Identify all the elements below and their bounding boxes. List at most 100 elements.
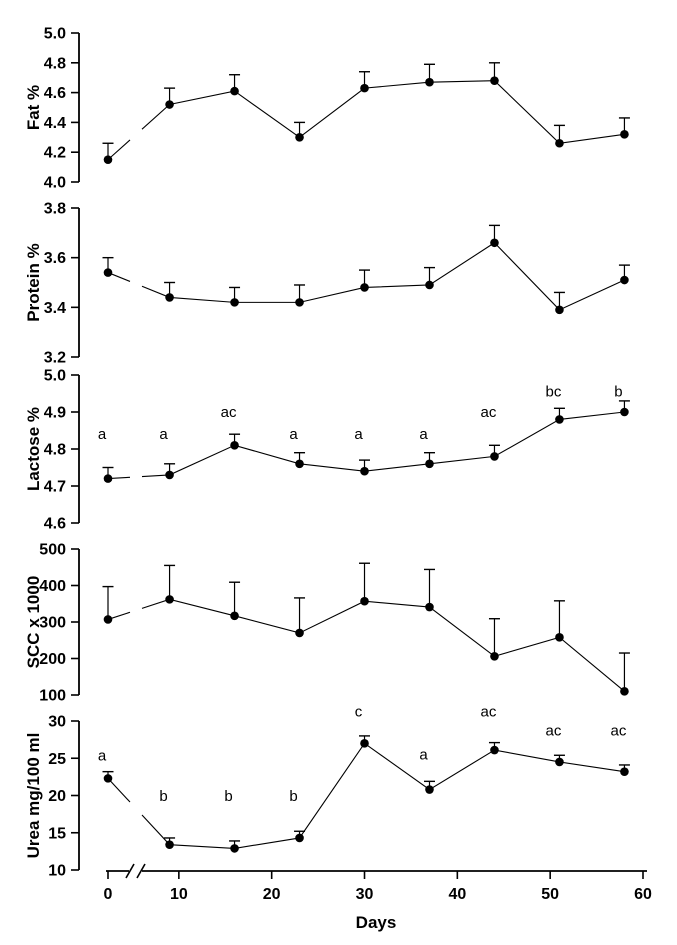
data-point-marker bbox=[620, 407, 629, 417]
significance-letter: a bbox=[354, 426, 363, 443]
data-point-marker bbox=[103, 615, 113, 624]
panel-protein: 3.2 3.4 3.6 3.8 Protein % bbox=[24, 201, 630, 367]
y-axis-title: Urea mg/100 ml bbox=[24, 733, 43, 859]
y-tick-label: 3.6 bbox=[44, 250, 66, 267]
significance-letter: b bbox=[224, 788, 232, 805]
data-point-marker bbox=[425, 602, 434, 612]
y-tick-label: 4.6 bbox=[44, 516, 66, 533]
y-tick-label: 5.0 bbox=[44, 368, 66, 385]
significance-letter: b bbox=[614, 384, 622, 401]
x-tick-label: 20 bbox=[263, 886, 281, 903]
panel-fat: 4.0 4.2 4.4 4.6 4.8 5.0 Fat % bbox=[24, 26, 630, 192]
significance-letter: b bbox=[159, 788, 167, 805]
y-tick-label: 400 bbox=[39, 578, 66, 595]
y-tick-label: 4.0 bbox=[44, 175, 66, 192]
y-axis-title: Fat % bbox=[24, 85, 43, 130]
x-axis-title: Days bbox=[356, 913, 397, 932]
axis-break-icon bbox=[125, 863, 135, 879]
data-point-marker bbox=[295, 133, 304, 142]
data-point-marker bbox=[103, 774, 113, 783]
significance-letter: c bbox=[355, 703, 363, 720]
data-point-marker bbox=[555, 633, 564, 642]
y-axis-title: Protein % bbox=[24, 243, 43, 321]
y-axis-title: Lactose % bbox=[24, 407, 43, 491]
data-point-marker bbox=[230, 86, 239, 96]
y-tick-label: 10 bbox=[48, 863, 66, 880]
data-point-marker bbox=[165, 293, 174, 302]
data-point-marker bbox=[620, 130, 629, 139]
data-point-marker bbox=[295, 628, 304, 638]
y-tick-label: 4.8 bbox=[44, 55, 66, 72]
y-tick-label: 30 bbox=[48, 714, 66, 731]
y-tick-label: 25 bbox=[48, 751, 66, 768]
y-tick-label: 3.2 bbox=[44, 350, 66, 367]
significance-letter: a bbox=[419, 426, 428, 443]
series-line bbox=[107, 242, 625, 311]
data-point-marker bbox=[230, 844, 239, 853]
data-point-marker bbox=[360, 466, 369, 476]
significance-letter: ac bbox=[221, 404, 237, 421]
y-tick-label: 4.6 bbox=[44, 85, 66, 102]
data-point-marker bbox=[425, 280, 434, 290]
y-tick-label: 4.7 bbox=[44, 479, 66, 496]
data-point-marker bbox=[555, 757, 564, 767]
data-point-marker bbox=[165, 100, 174, 109]
x-tick-label: 60 bbox=[634, 886, 652, 903]
data-point-marker bbox=[360, 739, 369, 748]
y-tick-label: 4.8 bbox=[44, 442, 66, 459]
significance-letter: bc bbox=[546, 384, 562, 401]
significance-letter: a bbox=[98, 747, 107, 764]
x-tick-label: 30 bbox=[356, 886, 374, 903]
data-point-marker bbox=[620, 767, 629, 776]
data-point-marker bbox=[230, 611, 239, 621]
x-tick-label: 0 bbox=[104, 886, 113, 903]
y-tick-label: 100 bbox=[39, 688, 66, 705]
significance-letter: b bbox=[289, 788, 297, 805]
x-tick-label: 40 bbox=[448, 886, 466, 903]
y-tick-label: 15 bbox=[48, 825, 66, 842]
y-tick-label: 5.0 bbox=[44, 26, 66, 43]
significance-letter: a bbox=[289, 426, 298, 443]
y-tick-label: 4.2 bbox=[44, 145, 66, 162]
data-point-marker bbox=[360, 83, 369, 93]
significance-letter: a bbox=[98, 426, 107, 443]
y-tick-label: 20 bbox=[48, 788, 66, 805]
axis-break-icon bbox=[136, 863, 146, 879]
data-point-marker bbox=[165, 595, 174, 604]
data-point-marker bbox=[490, 745, 499, 755]
x-tick-label: 50 bbox=[541, 886, 559, 903]
data-point-marker bbox=[295, 459, 304, 469]
y-tick-label: 3.8 bbox=[44, 201, 66, 218]
significance-letter: ac bbox=[481, 703, 497, 720]
data-point-marker bbox=[360, 596, 369, 606]
data-point-marker bbox=[490, 238, 499, 248]
series-line bbox=[107, 598, 625, 692]
significance-letter: a bbox=[419, 747, 428, 764]
y-axis-title: SCC x 1000 bbox=[24, 576, 43, 669]
series-line bbox=[107, 742, 625, 849]
significance-letter: ac bbox=[611, 723, 627, 740]
panel-scc: 100 200 300 400 500 SCC x 1000 bbox=[24, 542, 630, 705]
data-point-marker bbox=[425, 459, 434, 469]
data-point-marker bbox=[230, 298, 239, 307]
y-tick-label: 3.4 bbox=[44, 300, 66, 317]
y-tick-label: 200 bbox=[39, 651, 66, 668]
data-point-marker bbox=[555, 415, 564, 424]
data-point-marker bbox=[103, 474, 113, 483]
panel-lactose: 4.6 4.7 4.8 4.9 5.0 Lactose % a a ac a a a ac bc b bbox=[24, 368, 630, 533]
data-point-marker bbox=[230, 441, 239, 450]
data-point-marker bbox=[165, 470, 174, 480]
series-line bbox=[107, 80, 625, 161]
y-tick-label: 4.9 bbox=[44, 405, 66, 422]
x-tick-label: 10 bbox=[170, 886, 188, 903]
data-point-marker bbox=[620, 275, 629, 285]
significance-letter: ac bbox=[546, 723, 562, 740]
data-point-marker bbox=[295, 298, 304, 307]
panel-urea: 10 15 20 25 30 Urea mg/100 ml a b b b c a ac ac ac bbox=[24, 703, 630, 880]
data-point-marker bbox=[165, 840, 174, 849]
data-point-marker bbox=[360, 283, 369, 292]
y-tick-label: 500 bbox=[39, 542, 66, 559]
significance-letter: a bbox=[159, 426, 168, 443]
